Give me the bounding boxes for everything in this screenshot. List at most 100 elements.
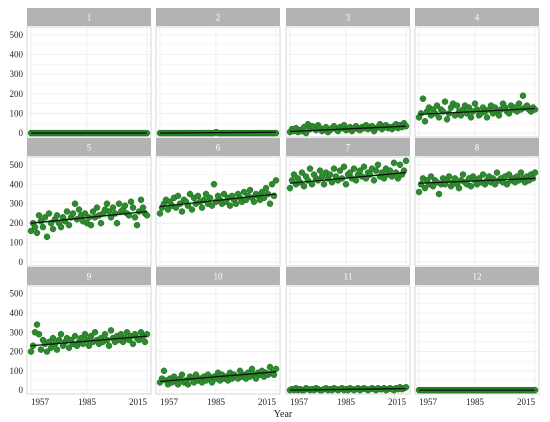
data-point <box>360 163 368 170</box>
data-point <box>340 163 348 170</box>
trend-line <box>159 193 277 208</box>
y-tick-label: 400 <box>10 308 24 318</box>
y-tick-label: 500 <box>10 30 24 40</box>
trend-line <box>289 387 407 391</box>
data-point <box>302 129 310 137</box>
data-point <box>186 190 194 198</box>
data-point <box>519 92 527 99</box>
data-point <box>356 167 364 174</box>
data-point <box>139 204 147 211</box>
data-point <box>87 221 95 229</box>
facet-strip <box>286 138 410 156</box>
facet-strip-label: 12 <box>473 272 482 282</box>
data-point <box>419 95 427 102</box>
data-point <box>27 227 35 235</box>
facet-strip-label: 1 <box>87 13 92 23</box>
data-point <box>433 102 441 109</box>
x-tick-label: 1957 <box>31 397 50 407</box>
data-point <box>457 112 465 119</box>
data-point <box>232 200 240 207</box>
data-point <box>184 381 192 388</box>
y-tick-label: 400 <box>10 179 24 189</box>
data-point <box>226 202 234 209</box>
x-tick-label: 1957 <box>290 397 309 407</box>
x-tick-label: 2015 <box>517 397 536 407</box>
data-point <box>45 210 53 217</box>
data-point <box>208 379 216 386</box>
data-point <box>346 169 354 176</box>
data-point <box>210 181 218 188</box>
data-point <box>298 169 306 176</box>
data-point <box>459 171 467 178</box>
x-tick-label: 1985 <box>78 397 97 407</box>
facet-plot-area <box>155 156 281 267</box>
facet-plot-area <box>155 26 281 138</box>
data-point <box>85 342 93 350</box>
data-point <box>35 212 43 219</box>
facet-panel-10: 10 1957 1985 2015 <box>155 267 281 407</box>
data-point <box>131 214 139 221</box>
y-tick-label: 0 <box>19 257 24 267</box>
y-tick-label: 300 <box>10 199 24 209</box>
data-point <box>192 371 200 378</box>
x-tick-label: 1985 <box>207 397 226 407</box>
data-point <box>505 171 513 178</box>
data-point <box>31 223 39 231</box>
facet-strip-label: 3 <box>346 13 351 23</box>
data-point <box>164 206 172 213</box>
data-point <box>143 212 151 219</box>
data-point <box>57 223 65 231</box>
facet-strip <box>27 8 151 26</box>
data-point <box>141 338 149 346</box>
data-point <box>435 190 443 198</box>
data-point <box>53 212 61 219</box>
data-point <box>202 190 210 198</box>
facet-strip <box>27 138 151 156</box>
data-point <box>220 190 228 198</box>
facet-strip <box>286 8 410 26</box>
data-point <box>318 173 326 180</box>
facet-panel-2: 2 <box>155 8 281 138</box>
data-point <box>336 167 344 174</box>
data-point <box>427 173 435 180</box>
data-point <box>394 175 402 182</box>
facet-plot-area <box>414 26 540 138</box>
data-point <box>515 100 523 107</box>
data-point <box>503 181 511 188</box>
trend-line <box>159 131 277 134</box>
data-point <box>342 181 350 188</box>
facet-panel-7: 7 <box>285 138 411 267</box>
facet-strip <box>415 267 539 285</box>
data-point <box>109 204 117 211</box>
data-point <box>33 229 41 237</box>
y-tick-label: 100 <box>10 366 24 376</box>
facet-strip <box>27 267 151 285</box>
facet-strip-label: 2 <box>216 13 221 23</box>
data-point <box>443 116 451 123</box>
data-point <box>268 181 276 188</box>
data-point <box>493 169 501 176</box>
y-tick-label: 0 <box>19 128 24 138</box>
data-point <box>236 367 244 375</box>
data-point <box>326 171 334 178</box>
data-point <box>421 184 429 192</box>
data-point <box>467 114 475 121</box>
data-point <box>33 321 41 328</box>
data-point <box>374 161 382 169</box>
data-point <box>402 384 410 391</box>
data-point <box>479 171 487 178</box>
data-point <box>206 194 214 202</box>
data-point <box>517 169 525 176</box>
facet-panel-4: 4 <box>414 8 540 138</box>
data-point <box>63 208 71 215</box>
data-point <box>531 169 539 176</box>
trend-line <box>289 125 407 133</box>
data-point <box>392 169 400 176</box>
data-point <box>396 161 404 169</box>
data-point <box>194 192 202 200</box>
y-tick-label: 300 <box>10 69 24 79</box>
data-point <box>49 225 57 233</box>
data-point <box>390 159 398 167</box>
data-point <box>105 342 113 350</box>
